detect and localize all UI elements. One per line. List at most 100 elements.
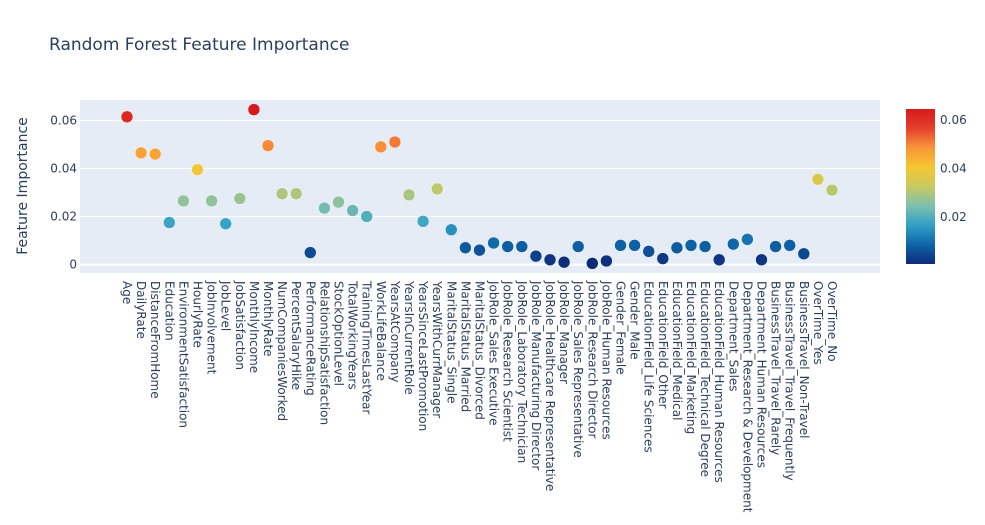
data-point[interactable] (614, 239, 627, 252)
data-point[interactable] (656, 252, 670, 265)
x-tick-label: OverTime_Yes (811, 281, 825, 365)
x-tick-label: OverTime_No (825, 281, 839, 362)
x-tick-label: YearsAtCompany (388, 280, 402, 382)
y-tick-label: 0.06 (50, 113, 77, 127)
x-tick-label: JobRole_Human Resources (599, 280, 613, 440)
x-tick-label: EducationField_Technical Degree (698, 281, 712, 477)
data-point[interactable] (233, 192, 247, 205)
data-point[interactable] (275, 187, 289, 200)
x-tick-label: JobLevel (219, 280, 233, 331)
data-point[interactable] (430, 182, 444, 196)
data-point[interactable] (289, 187, 303, 200)
x-tick-label: HourlyRate (191, 281, 205, 348)
y-axis-ticks: 0 0.02 0.04 0.06 (50, 113, 77, 271)
data-point[interactable] (134, 146, 148, 160)
colorbar-tick-label: 0.04 (940, 161, 967, 175)
x-tick-label: EducationField_Marketing (684, 281, 698, 434)
data-point[interactable] (219, 217, 232, 230)
data-point[interactable] (388, 135, 402, 149)
data-point[interactable] (642, 245, 655, 258)
data-point[interactable] (811, 173, 825, 186)
x-tick-label: WorkLifeBalance (374, 281, 388, 381)
data-point[interactable] (600, 254, 613, 268)
x-tick-label: TrainingTimesLastYear (360, 280, 374, 414)
x-tick-label: JobRole_Healthcare Representative (543, 280, 557, 491)
x-tick-label: JobRole_Manager (557, 280, 571, 384)
x-tick-label: Department_Sales (726, 281, 740, 392)
data-point[interactable] (177, 194, 190, 208)
x-tick-label: MonthlyIncome (247, 281, 261, 373)
x-tick-label: Gender_Male (628, 281, 642, 360)
colorbar-tick-label: 0.06 (940, 113, 967, 127)
data-point[interactable] (515, 240, 529, 253)
x-tick-label: Department_Human Resources (755, 281, 769, 468)
data-point[interactable] (543, 253, 557, 267)
data-point[interactable] (727, 237, 740, 251)
x-tick-label: YearsSinceLastPromotion (416, 280, 430, 431)
x-tick-label: JobRole_Research Director (585, 280, 599, 438)
data-point[interactable] (332, 195, 345, 209)
x-tick-label: BusinessTravel_Travel_Frequently (783, 281, 797, 481)
y-tick-label: 0.04 (50, 161, 77, 175)
data-point[interactable] (571, 240, 585, 253)
x-tick-label: Department_Research & Development (740, 281, 754, 513)
data-point[interactable] (261, 139, 275, 152)
x-axis-ticks: Age DailyRate DistanceFromHome Education Env… (120, 280, 839, 513)
data-point[interactable] (769, 240, 782, 253)
data-point[interactable] (741, 233, 754, 246)
data-point[interactable] (825, 183, 839, 197)
x-tick-label: JobInvolvement (205, 280, 219, 375)
x-tick-label: NumCompaniesWorked (275, 281, 289, 421)
data-point[interactable] (529, 249, 543, 263)
data-point[interactable] (304, 246, 317, 259)
y-axis-label: Feature Importance (15, 117, 31, 255)
data-point[interactable] (712, 253, 726, 267)
x-tick-label: JobRole_Laboratory Technician (515, 280, 529, 463)
x-tick-label: MaritalStatus_Single (444, 281, 458, 404)
x-tick-label: Gender_Female (614, 281, 628, 375)
x-tick-label: JobRole_Sales Representative (571, 280, 585, 458)
data-point[interactable] (670, 241, 684, 255)
data-point[interactable] (374, 140, 388, 154)
data-point[interactable] (416, 215, 430, 228)
data-point[interactable] (318, 201, 331, 215)
data-point[interactable] (473, 243, 486, 257)
x-tick-label: MonthlyRate (261, 281, 275, 357)
data-point[interactable] (487, 236, 500, 250)
x-tick-label: EnvironmentSatisfaction (176, 281, 190, 428)
data-point[interactable] (205, 194, 218, 208)
x-tick-label: JobRole_Manufacturing Director (529, 280, 543, 470)
data-point[interactable] (501, 240, 514, 253)
colorbar-tick-label: 0.02 (940, 210, 967, 224)
data-point[interactable] (346, 204, 359, 217)
x-tick-label: PercentSalaryHike (289, 281, 303, 390)
colorbar (906, 109, 935, 264)
y-tick-label: 0.02 (50, 210, 77, 224)
data-point[interactable] (163, 216, 176, 229)
data-point[interactable] (684, 239, 698, 252)
x-tick-label: DailyRate (134, 281, 148, 339)
x-tick-label: BusinessTravel_Travel_Rarely (769, 281, 783, 455)
data-point[interactable] (783, 239, 796, 252)
x-tick-label: StockOptionLevel (332, 281, 346, 386)
data-point[interactable] (698, 240, 712, 253)
data-point[interactable] (459, 241, 472, 255)
chart-title: Random Forest Feature Importance (49, 35, 349, 55)
data-point[interactable] (120, 110, 134, 124)
x-tick-label: DistanceFromHome (148, 281, 162, 399)
data-point[interactable] (628, 239, 641, 252)
data-point[interactable] (755, 253, 768, 267)
x-tick-label: EducationField_Medical (670, 281, 684, 420)
data-point[interactable] (445, 223, 458, 236)
data-point[interactable] (191, 163, 204, 176)
data-point[interactable] (148, 147, 162, 161)
data-point[interactable] (586, 257, 599, 270)
data-point[interactable] (360, 210, 373, 223)
data-point[interactable] (797, 247, 811, 261)
data-point[interactable] (247, 103, 261, 116)
data-point[interactable] (402, 188, 416, 202)
x-tick-label: YearsWithCurrManager (430, 280, 444, 418)
data-points (120, 103, 839, 270)
data-point[interactable] (557, 255, 571, 269)
